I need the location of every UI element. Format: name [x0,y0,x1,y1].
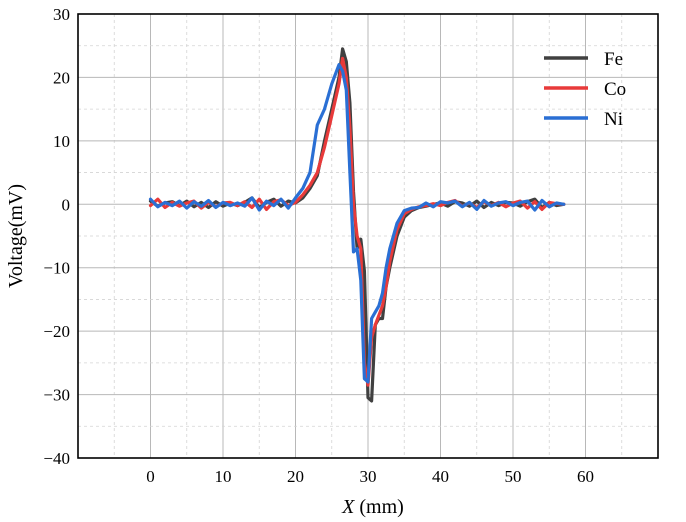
y-tick-label: 30 [53,5,70,24]
x-tick-label: 30 [360,467,377,486]
x-axis-unit: (mm) [354,496,403,518]
x-tick-label: 40 [432,467,449,486]
y-tick-label: −40 [43,449,70,468]
legend-label-fe: Fe [604,49,623,70]
x-axis-label: X (mm) [341,496,404,518]
series-lines [148,47,566,403]
x-tick-label: 50 [505,467,522,486]
y-tick-label: −10 [43,259,70,278]
y-tick-label: 10 [53,132,70,151]
legend-label-ni: Ni [604,109,623,130]
plot-frame [77,13,659,459]
y-tick-label: −30 [43,386,70,405]
series-line-ni [148,63,566,384]
x-tick-label: 10 [215,467,232,486]
legend: Fe Co Ni [544,49,626,130]
x-tick-label: 20 [287,467,304,486]
x-tick-label: 0 [146,467,155,486]
legend-label-co: Co [604,79,626,100]
y-tick-label: 20 [53,68,70,87]
x-axis-variable: X [341,496,355,518]
tick-labels: 0 10 20 30 40 50 60 −40 −30 −20 −10 0 10 20 30 [43,5,594,486]
x-tick-label: 60 [577,467,594,486]
y-axis-label: Voltage(mV) [5,184,27,288]
y-tick-label: −20 [43,322,70,341]
y-tick-label: 0 [62,195,71,214]
